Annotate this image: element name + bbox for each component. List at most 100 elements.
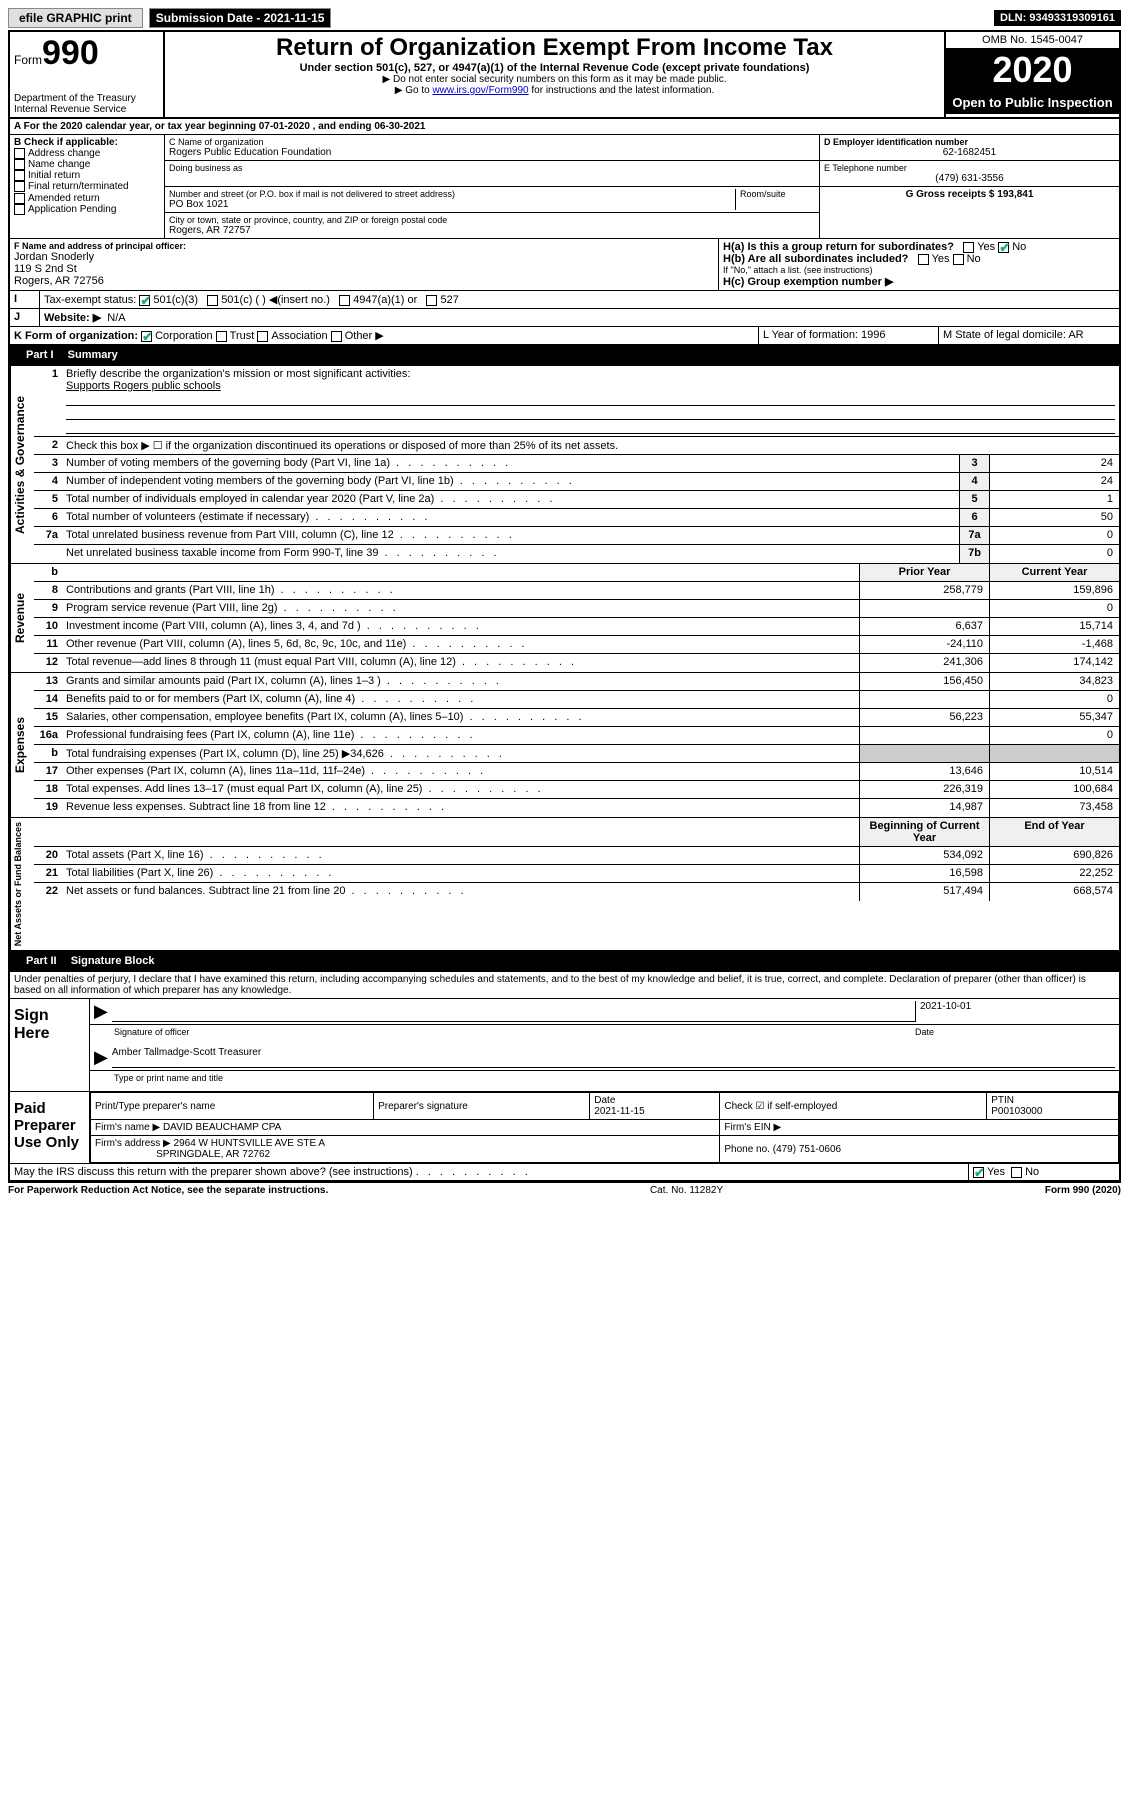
chk-4947[interactable] [339, 295, 350, 306]
line-text: Grants and similar amounts paid (Part IX… [62, 673, 859, 690]
current-value: 690,826 [989, 847, 1119, 864]
chk-amended[interactable] [14, 193, 25, 204]
g-gross: G Gross receipts $ 193,841 [820, 187, 1119, 202]
line-num: 13 [34, 673, 62, 690]
line-text: Total expenses. Add lines 13–17 (must eq… [62, 781, 859, 798]
prior-value [859, 691, 989, 708]
current-value: 34,823 [989, 673, 1119, 690]
chk-other[interactable] [331, 331, 342, 342]
line-num: 12 [34, 654, 62, 672]
chk-trust[interactable] [216, 331, 227, 342]
pp-sig-lbl: Preparer's signature [374, 1093, 590, 1120]
current-value [989, 745, 1119, 762]
no-1: No [1012, 241, 1026, 253]
line-num: 4 [34, 473, 62, 490]
line-text: Total revenue—add lines 8 through 11 (mu… [62, 654, 859, 672]
tax-year: 2020 [946, 49, 1119, 91]
discuss-yes[interactable] [973, 1167, 984, 1178]
l-year: L Year of formation: 1996 [759, 327, 939, 344]
vlabel-ag: Activities & Governance [10, 366, 34, 563]
chk-initial[interactable] [14, 170, 25, 181]
pp-check: Check ☑ if self-employed [720, 1093, 987, 1120]
open-inspection: Open to Public Inspection [946, 91, 1119, 114]
chk-501c[interactable] [207, 295, 218, 306]
opt-name: Name change [28, 159, 90, 170]
col-prior: Prior Year [859, 564, 989, 581]
line-num: 14 [34, 691, 62, 708]
line-num: 3 [34, 455, 62, 472]
firm-addr2: SPRINGDALE, AR 72762 [156, 1149, 270, 1160]
line-value: 0 [989, 545, 1119, 563]
dln: DLN: 93493319309161 [994, 10, 1121, 26]
prior-value: 534,092 [859, 847, 989, 864]
form-title: Return of Organization Exempt From Incom… [169, 34, 940, 62]
hb-no[interactable] [953, 254, 964, 265]
officer-name: Amber Tallmadge-Scott Treasurer [112, 1047, 1115, 1068]
efile-btn[interactable]: efile GRAPHIC print [8, 8, 143, 28]
declaration: Under penalties of perjury, I declare th… [10, 972, 1119, 999]
prior-value: 241,306 [859, 654, 989, 672]
current-value: 55,347 [989, 709, 1119, 726]
current-value: 100,684 [989, 781, 1119, 798]
current-value: -1,468 [989, 636, 1119, 653]
l1-text: Briefly describe the organization's miss… [66, 368, 410, 380]
chk-assoc[interactable] [257, 331, 268, 342]
prior-value: 16,598 [859, 865, 989, 882]
current-value: 159,896 [989, 582, 1119, 599]
chk-final[interactable] [14, 181, 25, 192]
line-text: Salaries, other compensation, employee b… [62, 709, 859, 726]
topbar: efile GRAPHIC print Submission Date - 20… [8, 8, 1121, 28]
date-lbl: Date [915, 1027, 1115, 1043]
line-box: 5 [959, 491, 989, 508]
l1-val: Supports Rogers public schools [66, 380, 221, 392]
i-527: 527 [440, 294, 458, 306]
form-header: Form990 Department of the Treasury Inter… [10, 32, 1119, 119]
firm-name-lbl: Firm's name ▶ [95, 1122, 160, 1133]
prior-value: 14,987 [859, 799, 989, 817]
line-text: Total number of volunteers (estimate if … [62, 509, 959, 526]
prior-value: 226,319 [859, 781, 989, 798]
sig-date: 2021-10-01 [915, 1001, 1115, 1022]
current-value: 0 [989, 727, 1119, 744]
i-4947: 4947(a)(1) or [353, 294, 417, 306]
pp-date-lbl: Date [594, 1095, 615, 1106]
chk-pending[interactable] [14, 204, 25, 215]
current-value: 668,574 [989, 883, 1119, 901]
firm-addr1: 2964 W HUNTSVILLE AVE STE A [174, 1138, 326, 1149]
paid-prep: Paid Preparer Use Only [10, 1092, 90, 1163]
line-box: 7b [959, 545, 989, 563]
line-num: 17 [34, 763, 62, 780]
opt-amended: Amended return [28, 193, 100, 204]
prior-value [859, 727, 989, 744]
chk-name-change[interactable] [14, 159, 25, 170]
chk-501c3[interactable] [139, 295, 150, 306]
sig-officer-lbl: Signature of officer [114, 1027, 189, 1043]
irs-link[interactable]: www.irs.gov/Form990 [432, 85, 528, 96]
current-value: 15,714 [989, 618, 1119, 635]
line-num: 21 [34, 865, 62, 882]
discuss-no[interactable] [1011, 1167, 1022, 1178]
hb-yes[interactable] [918, 254, 929, 265]
pp-ptin: P00103000 [991, 1106, 1042, 1117]
ha-no[interactable] [998, 242, 1009, 253]
line-num [34, 545, 62, 563]
line-text: Benefits paid to or for members (Part IX… [62, 691, 859, 708]
ha-yes[interactable] [963, 242, 974, 253]
part1-title: Summary [68, 349, 118, 361]
b-label: B Check if applicable: [14, 137, 160, 148]
f-addr1: 119 S 2nd St [14, 263, 714, 275]
subtitle-1: Under section 501(c), 527, or 4947(a)(1)… [169, 62, 940, 74]
i-501c3: 501(c)(3) [153, 294, 198, 306]
form-label: Form [14, 53, 42, 67]
e-phone-value: (479) 631-3556 [824, 173, 1115, 184]
prior-value: 156,450 [859, 673, 989, 690]
chk-527[interactable] [426, 295, 437, 306]
yes-3: Yes [987, 1166, 1005, 1178]
form-990: Form990 Department of the Treasury Inter… [8, 30, 1121, 1183]
chk-corp[interactable] [141, 331, 152, 342]
yes-1: Yes [977, 241, 995, 253]
line-num: 8 [34, 582, 62, 599]
form-number: 990 [42, 34, 99, 72]
chk-address-change[interactable] [14, 148, 25, 159]
line-value: 24 [989, 473, 1119, 490]
